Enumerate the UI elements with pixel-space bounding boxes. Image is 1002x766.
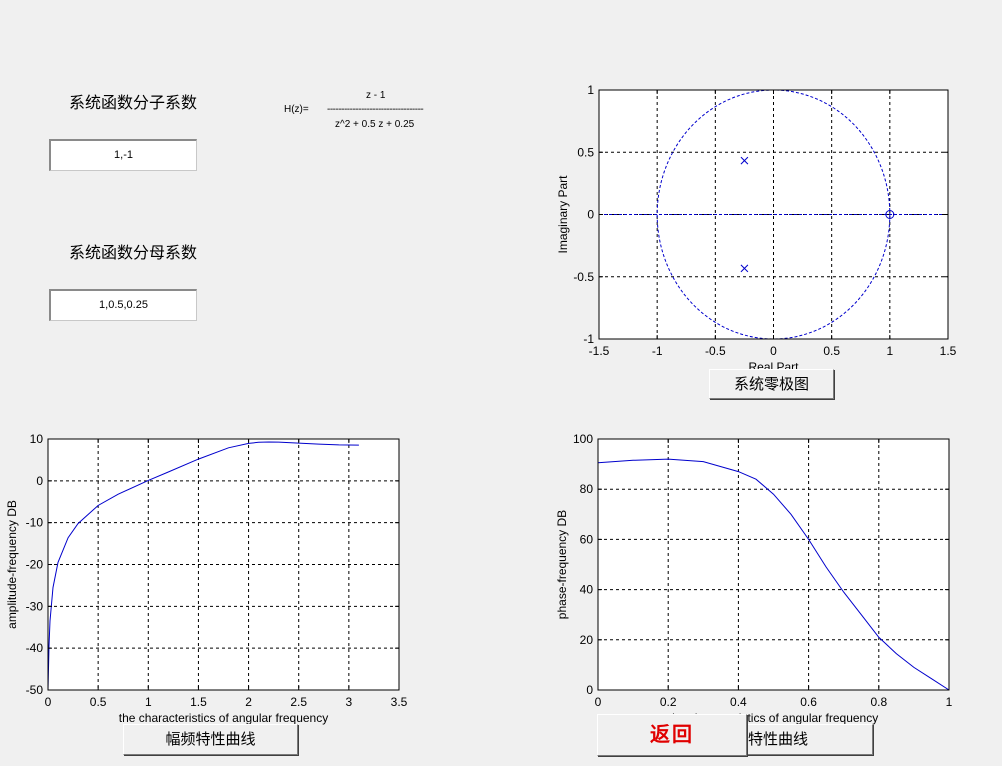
x-axis-label: the characteristics of angular frequency: [119, 711, 328, 725]
y-tick-label: 0: [586, 683, 593, 697]
y-axis-label: amplitude-frequency DB: [5, 500, 19, 629]
transfer-lhs: H(z)=: [284, 104, 309, 115]
x-tick-label: -1.5: [589, 344, 610, 358]
x-tick-label: -1: [652, 344, 663, 358]
numerator-input[interactable]: 1,-1: [49, 139, 197, 171]
pole-marker: [740, 156, 749, 165]
y-tick-label: -0.5: [573, 270, 594, 284]
series-line: [597, 458, 950, 691]
x-tick-label: 0.4: [730, 695, 747, 709]
transfer-fraction-line: ----------------------------------: [327, 104, 424, 115]
y-tick-label: 80: [580, 482, 594, 496]
y-tick-label: 40: [580, 583, 594, 597]
pole-stroke: [740, 156, 749, 165]
y-tick-label: 60: [580, 532, 594, 546]
x-tick-label: 0: [595, 695, 602, 709]
x-tick-label: 3: [346, 695, 353, 709]
y-tick-label: 10: [30, 432, 44, 446]
x-tick-label: 0.5: [823, 344, 840, 358]
denominator-label: 系统函数分母系数: [69, 243, 198, 262]
y-tick-label: -10: [26, 516, 44, 530]
zero-marker: [885, 210, 895, 219]
x-tick-label: 0.6: [800, 695, 817, 709]
x-tick-label: 1: [946, 695, 953, 709]
pole-marker: [740, 264, 749, 273]
x-tick-label: 0.8: [870, 695, 887, 709]
transfer-numerator: z - 1: [366, 90, 386, 101]
y-tick-label: 0: [587, 208, 594, 222]
denominator-input[interactable]: 1,0.5,0.25: [49, 289, 197, 321]
pole-stroke: [740, 264, 749, 273]
y-axis-label: Imaginary Part: [556, 175, 570, 254]
y-tick-label: 100: [573, 432, 593, 446]
x-tick-label: 1: [145, 695, 152, 709]
x-tick-label: -0.5: [705, 344, 726, 358]
x-tick-label: 1: [886, 344, 893, 358]
y-tick-label: -40: [26, 641, 44, 655]
y-tick-label: -50: [26, 683, 44, 697]
x-tick-label: 2: [245, 695, 252, 709]
x-tick-label: 1.5: [940, 344, 957, 358]
x-tick-label: 0.5: [90, 695, 107, 709]
x-tick-label: 1.5: [190, 695, 207, 709]
x-tick-label: 2.5: [290, 695, 307, 709]
series-line: [47, 441, 359, 691]
amplitude-button[interactable]: 幅频特性曲线: [123, 724, 298, 755]
y-tick-label: 0.5: [577, 145, 594, 159]
x-tick-label: 0.2: [660, 695, 677, 709]
y-tick-label: 1: [587, 83, 594, 97]
y-tick-label: -30: [26, 599, 44, 613]
y-axis-label: phase-frequency DB: [555, 510, 569, 619]
x-tick-label: 0: [770, 344, 777, 358]
back-button[interactable]: 返回: [597, 714, 747, 756]
y-tick-label: -20: [26, 558, 44, 572]
y-tick-label: -1: [583, 332, 594, 346]
amplitude-frequency-plot[interactable]: 0 0.5 1 1.5 2 2.5 3 3.5 -50 -40 -30 -20 -10 0 10 the ch…: [5, 432, 408, 725]
axes-frame: [597, 438, 950, 691]
plot-area: [598, 439, 949, 690]
y-tick-label: 0: [36, 474, 43, 488]
zero-pole-button[interactable]: 系统零极图: [709, 369, 834, 399]
y-tick-label: 20: [580, 633, 594, 647]
numerator-label: 系统函数分子系数: [69, 93, 198, 112]
x-tick-label: 0: [45, 695, 52, 709]
transfer-denominator: z^2 + 0.5 z + 0.25: [335, 119, 415, 130]
x-tick-label: 3.5: [391, 695, 408, 709]
